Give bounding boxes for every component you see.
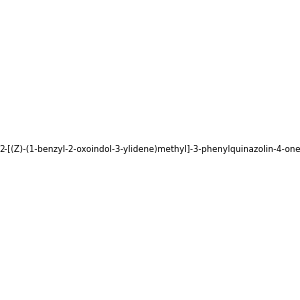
Text: 2-[(Z)-(1-benzyl-2-oxoindol-3-ylidene)methyl]-3-phenylquinazolin-4-one: 2-[(Z)-(1-benzyl-2-oxoindol-3-ylidene)me… — [0, 146, 300, 154]
